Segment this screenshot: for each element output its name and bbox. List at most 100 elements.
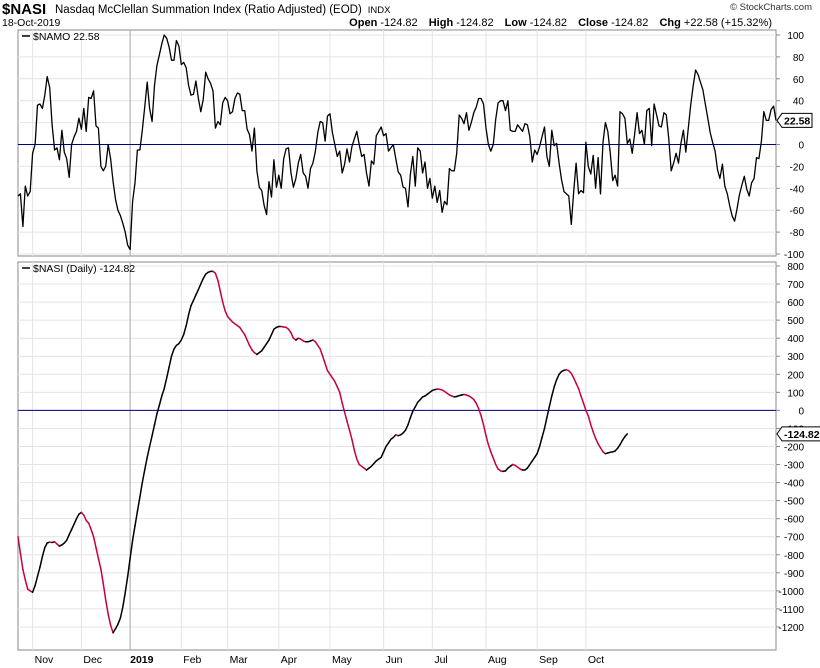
nasi-series-segment (624, 433, 629, 438)
nasi-ytick-label: -1100 (779, 605, 804, 616)
nasi-last-value-tag: -124.82 (776, 426, 820, 442)
nasi-series-segment (356, 458, 360, 466)
nasi-series-segment (351, 438, 356, 451)
nasi-series-segment (153, 413, 158, 426)
nasi-series-segment (19, 552, 24, 571)
nasi-ytick-label: -200 (784, 442, 804, 453)
nasi-series-segment (34, 575, 39, 587)
namo-ytick-label: 60 (793, 75, 805, 86)
nasi-ytick-label: 400 (787, 334, 804, 345)
nasi-series-segment (163, 377, 168, 390)
nasi-series-segment (126, 557, 131, 578)
nasi-series-segment (182, 324, 187, 336)
nasi-series-segment (243, 333, 248, 341)
namo-last-value-tag: 22.58 (776, 112, 813, 128)
nasi-series-segment (36, 566, 41, 578)
quote-summary: Open -124.82 High -124.82 Low -124.82 Cl… (341, 17, 772, 29)
nasi-series-segment (270, 328, 275, 336)
nasi-series-segment (141, 469, 146, 484)
nasi-series-segment (590, 424, 594, 433)
nasi-series-segment (39, 555, 44, 569)
x-tick-label: Nov (35, 654, 54, 666)
nasi-ytick-label: 700 (787, 280, 804, 291)
nasi-series-segment (536, 445, 541, 455)
nasi-series-segment (83, 514, 87, 522)
nasi-series-segment (92, 535, 97, 549)
namo-series-line (17, 34, 777, 251)
nasi-series-segment (570, 372, 575, 379)
nasi-series-segment (587, 415, 592, 426)
nasi-ytick-label: -1000 (778, 587, 804, 598)
nasi-series-segment (90, 528, 95, 538)
nasi-series-segment (221, 301, 226, 312)
nasi-series-segment (112, 628, 117, 634)
nasi-series-segment (124, 575, 129, 594)
nasi-series-segment (597, 443, 602, 449)
namo-ytick-label: -40 (790, 184, 805, 195)
x-tick-label: Aug (488, 654, 507, 666)
nasi-ytick-label: 800 (787, 262, 804, 273)
nasi-series-segment (170, 348, 175, 357)
nasi-series-segment (494, 463, 499, 470)
nasi-ytick-label: -700 (784, 533, 804, 544)
nasi-series-segment (217, 279, 222, 293)
chg-label: Chg (659, 17, 681, 29)
nasi-series-segment (219, 290, 224, 303)
nasi-last-value-text: -124.82 (784, 429, 820, 441)
namo-ytick-label: 80 (793, 53, 805, 64)
nasi-series-segment (95, 546, 100, 560)
nasi-series-segment (131, 525, 136, 542)
namo-ytick-label: -60 (790, 206, 805, 217)
namo-last-value-box (776, 112, 813, 128)
nasi-series-segment (100, 568, 105, 585)
nasi-series-segment (477, 407, 482, 417)
nasi-ytick-label: 100 (787, 388, 804, 399)
index-name-text: Nasdaq McClellan Summation Index (Ratio … (55, 4, 362, 16)
namo-frame (17, 29, 777, 257)
nasi-series-segment (599, 447, 604, 453)
nasi-series-segment (190, 299, 195, 307)
nasi-ytick-label: -600 (784, 515, 804, 526)
nasi-frame (17, 261, 777, 651)
low-value: -124.82 (529, 17, 567, 29)
nasi-series-segment (319, 348, 324, 357)
namo-ytick-label: 40 (793, 97, 805, 108)
x-tick-label: 2019 (130, 654, 154, 666)
nasi-series-segment (414, 401, 419, 408)
nasi-series-segment (594, 437, 599, 445)
nasi-ytick-label: -300 (784, 461, 804, 472)
nasi-series-segment (582, 402, 587, 412)
nasi-ytick-label: -800 (784, 551, 804, 562)
nasi-series-segment (73, 517, 78, 525)
namo-ytick-label: 0 (798, 141, 804, 152)
x-tick-label: Oct (588, 654, 604, 666)
nasi-series-segment (541, 427, 546, 439)
nasi-series-segment (192, 294, 197, 302)
nasi-series-segment (68, 528, 73, 536)
low-label: Low (504, 17, 527, 29)
nasi-series-segment (70, 523, 75, 531)
quote-date: 18-Oct-2019 (2, 17, 61, 29)
namo-ytick-label: -20 (790, 162, 805, 173)
namo-ytick-label: -80 (790, 228, 805, 239)
nasi-series-segment (382, 445, 387, 453)
nasi-series-segment (480, 415, 485, 426)
nasi-series-segment (543, 416, 548, 430)
nasi-series-segment (117, 617, 122, 626)
nasi-series-segment (161, 387, 165, 397)
namo-ytick-label: -100 (784, 250, 804, 261)
x-tick-label: May (332, 654, 353, 666)
nasi-series-segment (214, 272, 219, 282)
nasi-series-segment (412, 406, 417, 413)
chart-header: $NASI Nasdaq McClellan Summation Index (… (0, 0, 820, 30)
x-tick-label: Feb (183, 654, 201, 666)
nasi-series-segment (407, 416, 412, 426)
nasi-series-segment (380, 451, 385, 459)
nasi-series-segment (200, 277, 204, 285)
open-value: -124.82 (380, 17, 418, 29)
nasi-series-segment (485, 434, 490, 446)
nasi-series-segment (44, 542, 48, 549)
nasi-series-segment (475, 402, 480, 410)
nasi-series-segment (553, 378, 558, 388)
